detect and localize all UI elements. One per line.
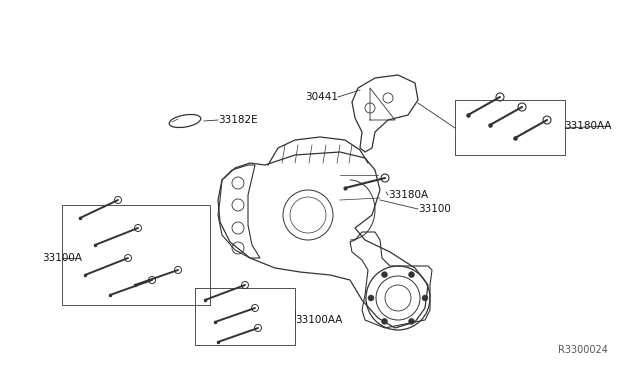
Text: 30441: 30441 — [305, 92, 338, 102]
Circle shape — [408, 318, 415, 324]
Text: 33100A: 33100A — [42, 253, 82, 263]
Bar — [62, 205, 210, 305]
Text: 33100AA: 33100AA — [295, 315, 342, 325]
Bar — [455, 100, 565, 155]
Circle shape — [422, 295, 428, 301]
Bar — [195, 288, 295, 345]
Text: R3300024: R3300024 — [558, 345, 608, 355]
Text: 33180AA: 33180AA — [564, 121, 612, 131]
Text: 33182E: 33182E — [218, 115, 258, 125]
Text: 33180A: 33180A — [388, 190, 428, 200]
Circle shape — [368, 295, 374, 301]
Circle shape — [381, 318, 387, 324]
Text: 33100: 33100 — [418, 204, 451, 214]
Circle shape — [381, 272, 387, 278]
Circle shape — [408, 272, 415, 278]
